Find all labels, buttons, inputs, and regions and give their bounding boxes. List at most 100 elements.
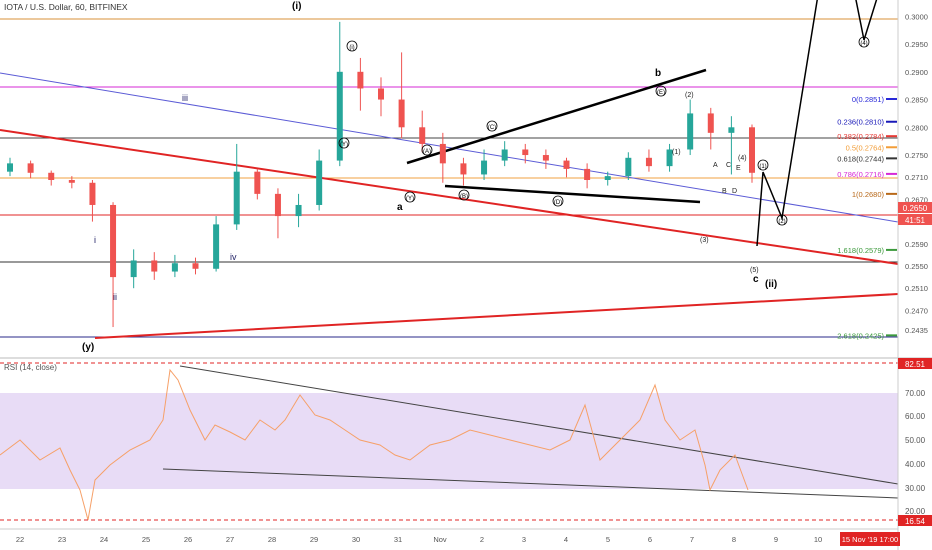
wave-major-i: (i) [292, 1, 301, 12]
candle-body [645, 157, 652, 167]
small-wave-letters: A B C D E (1) (2) (3) (4) (5) [672, 92, 759, 274]
wave-major-ii: (ii) [765, 279, 777, 290]
circle-label-4: (4) [860, 41, 867, 47]
wave-labels: (i) (ii) (y) a b c iii iv ii i [82, 1, 777, 353]
time-tick-label: 2 [480, 535, 484, 544]
time-tick-label: 26 [184, 535, 192, 544]
candle-body [27, 163, 34, 173]
fib-level-label: 0.382(0.2784) [837, 132, 884, 141]
rsi-band [0, 393, 898, 489]
price-tick-label: 0.2850 [905, 96, 928, 105]
price-tick-label: 0.2750 [905, 151, 928, 160]
candle-body [728, 127, 735, 133]
chart-title: IOTA / U.S. Dollar, 60, BITFINEX [4, 2, 128, 12]
price-tick-label: 0.2710 [905, 173, 928, 182]
candle-body [439, 143, 446, 164]
circle-label-A: (A) [423, 149, 431, 155]
circle-marker-A [421, 144, 433, 156]
price-tick-label: 0.2550 [905, 262, 928, 271]
candle-body [336, 71, 343, 161]
time-tick-label: 27 [226, 535, 234, 544]
rsi-level-60: 60.00 [905, 412, 926, 421]
price-tick-labels: 0.3000 0.2950 0.2900 0.2850 0.2800 0.2750 0.27… [905, 12, 928, 334]
circle-label-E: (E) [657, 90, 665, 96]
price-tick-label: 0.2470 [905, 306, 928, 315]
candle-body [357, 71, 364, 89]
candle-body [68, 180, 75, 183]
wave-minor-iii: iii [182, 93, 188, 103]
time-tick-label: Nov [433, 535, 447, 544]
candle-body [378, 88, 384, 100]
candle-body [274, 193, 281, 217]
time-tick-label: 28 [268, 535, 276, 544]
time-tick-label: 7 [690, 535, 694, 544]
circle-label-B: (B) [460, 194, 468, 200]
circle-marker-1 [757, 159, 769, 171]
circle-marker-B [458, 189, 470, 201]
circle-marker-i [346, 40, 358, 52]
circle-label-2: (2) [778, 219, 785, 225]
circle-marker-4 [858, 36, 870, 48]
triangle-upper-line [406, 68, 707, 165]
rsi-level-50: 50.00 [905, 436, 926, 445]
paren-wave-1: (1) [672, 149, 681, 156]
wave-a: a [397, 202, 403, 213]
circle-marker-D [552, 195, 564, 207]
candle-body [666, 149, 673, 167]
candle-body [460, 163, 467, 175]
time-tick-label: 31 [394, 535, 402, 544]
small-wave-A: A [713, 162, 718, 169]
projection-path [756, 0, 878, 247]
rsi-trendline-lower [162, 468, 899, 499]
red-trendline-lower [94, 293, 899, 339]
candles [7, 21, 755, 328]
wave-b: b [655, 68, 661, 79]
time-tick-label: 22 [16, 535, 24, 544]
trendlines [0, 0, 899, 499]
horizontal-references [0, 18, 898, 338]
time-tick-label: 6 [648, 535, 652, 544]
red-trendline-upper [0, 129, 899, 265]
last-price-tag [898, 202, 932, 213]
rsi-level-70: 70.00 [905, 389, 926, 398]
triangle-lower-line [444, 184, 701, 204]
fib-level-label: 0(0.2851) [852, 95, 885, 104]
candle-body [604, 176, 611, 180]
candle-body [48, 172, 55, 180]
fib-level-label: 0.5(0.2764) [846, 143, 885, 152]
price-tick-label: 0.2800 [905, 123, 928, 132]
circle-marker-E [655, 85, 667, 97]
rsi-title: RSI (14, close) [4, 363, 57, 372]
rsi-bottom-tag [898, 515, 932, 526]
circle-marker-2 [776, 214, 788, 226]
rsi-level-labels: 70.00 60.00 50.00 40.00 30.00 20.00 [905, 389, 926, 516]
fib-labels: 0(0.2851) 0.236(0.2810) 0.382(0.2784) 0.5(0… [837, 95, 897, 340]
candle-body [89, 182, 96, 205]
circle-marker-y-wave [338, 137, 350, 149]
rsi-bottom-value: 16.54 [905, 517, 926, 526]
fib-level-label: 0.618(0.2744) [837, 154, 884, 163]
rsi-level-30: 30.00 [905, 484, 926, 493]
wave-minor-ii: ii [113, 292, 117, 302]
price-tick-label: 0.2950 [905, 40, 928, 49]
candle-body [171, 263, 178, 272]
candle-body [749, 127, 755, 173]
candle-body [213, 224, 220, 269]
small-wave-B: B [722, 188, 727, 195]
small-wave-C: C [726, 162, 731, 169]
time-tick-label: 8 [732, 535, 736, 544]
price-tick-label: 0.2670 [905, 195, 928, 204]
last-price-value: 0.2650 [903, 204, 928, 213]
fib-level-label: 1.618(0.2579) [837, 246, 884, 255]
rsi-level-20: 20.00 [905, 507, 926, 516]
circle-label-Y: (Y) [406, 196, 414, 202]
candle-body [192, 263, 199, 269]
candle-body [542, 155, 549, 161]
fib-level-label: 2.618(0.2425) [837, 331, 884, 340]
circle-label-C: (C) [488, 125, 496, 131]
candle-body [481, 160, 488, 175]
fib-level-label: 1(0.2680) [852, 190, 885, 199]
rsi-top-tag [898, 358, 932, 369]
price-tick-label: 0.2590 [905, 240, 928, 249]
